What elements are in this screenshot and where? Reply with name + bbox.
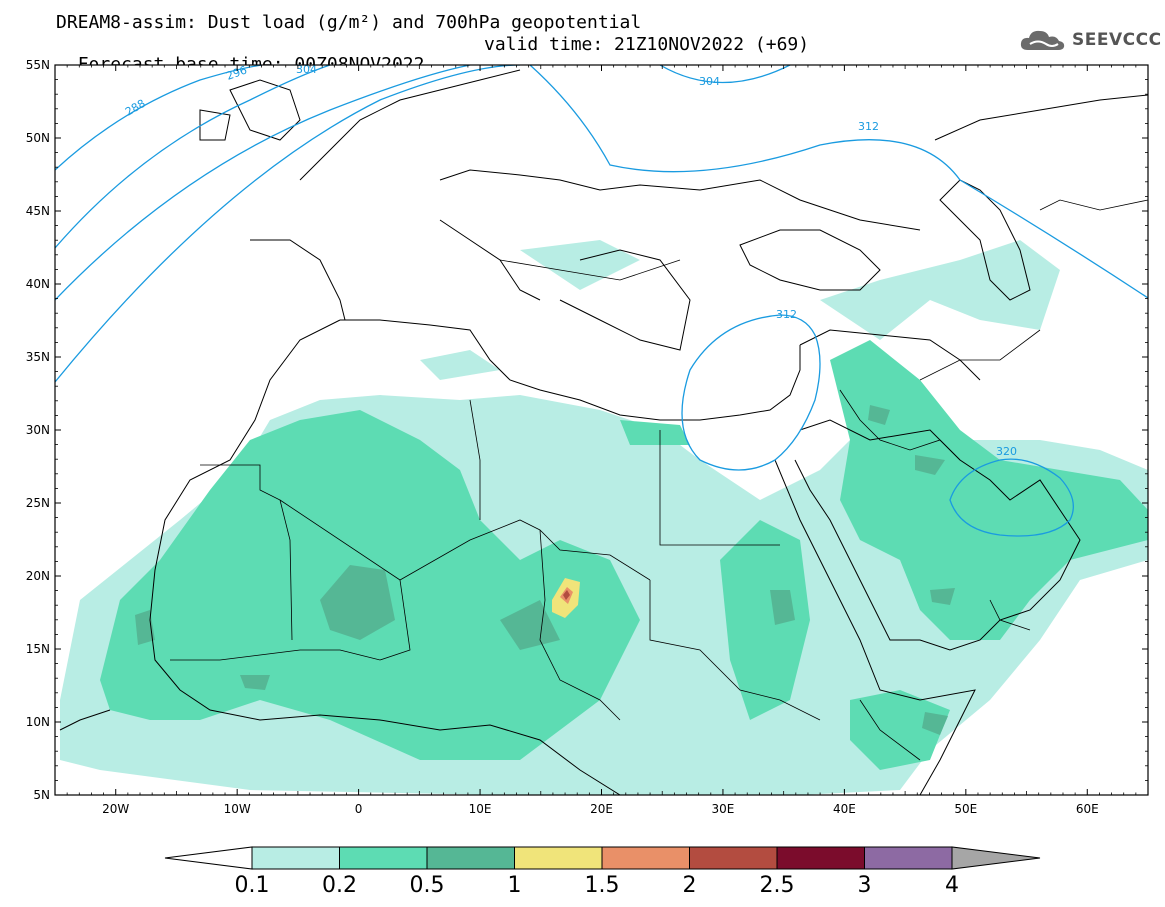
valid-time: valid time: 21Z10NOV2022 (+69) bbox=[484, 34, 810, 55]
colorbar-tick-label: 0.5 bbox=[410, 873, 445, 898]
colorbar-over-arrow bbox=[951, 846, 1041, 870]
colorbar-tick-label: 2.5 bbox=[760, 873, 795, 898]
seevccc-logo: SEEVCCC bbox=[1018, 26, 1162, 54]
colorbar-bin bbox=[514, 846, 603, 870]
colorbar-tick-label: 4 bbox=[945, 873, 959, 898]
colorbar-under-arrow bbox=[164, 846, 253, 870]
lat-label: 50N bbox=[26, 131, 50, 145]
colorbar-labels: 0.1 0.2 0.5 1 1.5 2 2.5 3 4 bbox=[235, 873, 960, 898]
colorbar-bin bbox=[689, 846, 778, 870]
colorbar-tick-label: 1 bbox=[508, 873, 522, 898]
lon-label: 20W bbox=[102, 802, 129, 816]
country-borders bbox=[170, 199, 1148, 761]
dust-max-red bbox=[563, 590, 570, 600]
map-title: DREAM8-assim: Dust load (g/m²) and 700hP… bbox=[56, 12, 642, 33]
lat-label: 20N bbox=[26, 569, 50, 583]
colorbar-bin bbox=[426, 846, 515, 870]
contour-label: 320 bbox=[996, 445, 1017, 458]
lat-label: 30N bbox=[26, 423, 50, 437]
latitude-labels: 55N 50N 45N 40N 35N 30N 25N 20N 15N 10N 5N bbox=[26, 58, 50, 802]
colorbar-bin bbox=[601, 846, 690, 870]
contour-label: 304 bbox=[296, 63, 317, 76]
contour-label: 312 bbox=[858, 120, 879, 133]
lon-label: 10E bbox=[469, 802, 492, 816]
longitude-labels: 20W 10W 0 10E 20E 30E 40E 50E 60E bbox=[102, 802, 1099, 816]
contour-label: 304 bbox=[699, 75, 720, 88]
lon-label: 30E bbox=[712, 802, 735, 816]
colorbar-bin bbox=[776, 846, 865, 870]
colorbar-bin bbox=[864, 846, 953, 870]
lat-label: 35N bbox=[26, 350, 50, 364]
lat-label: 45N bbox=[26, 204, 50, 218]
colorbar bbox=[164, 846, 1041, 870]
colorbar-tick-label: 2 bbox=[683, 873, 697, 898]
lat-label: 40N bbox=[26, 277, 50, 291]
lat-label: 10N bbox=[26, 715, 50, 729]
lat-label: 55N bbox=[26, 58, 50, 72]
colorbar-tick-label: 0.2 bbox=[322, 873, 357, 898]
lon-label: 20E bbox=[590, 802, 613, 816]
lat-label: 5N bbox=[33, 788, 50, 802]
lat-label: 15N bbox=[26, 642, 50, 656]
lon-label: 40E bbox=[833, 802, 856, 816]
logo-text: SEEVCCC bbox=[1072, 30, 1162, 50]
lon-label: 50E bbox=[954, 802, 977, 816]
geopotential-contours bbox=[55, 65, 1148, 537]
contour-labels: 288 296 304 304 312 312 320 bbox=[123, 63, 1017, 458]
colorbar-bin bbox=[339, 846, 428, 870]
dust-shading-high bbox=[135, 405, 955, 735]
colorbar-tick-label: 0.1 bbox=[235, 873, 270, 898]
colorbar-tick-label: 3 bbox=[858, 873, 872, 898]
colorbar-tick-label: 1.5 bbox=[585, 873, 620, 898]
lon-label: 60E bbox=[1076, 802, 1099, 816]
lon-label: 10W bbox=[224, 802, 251, 816]
colorbar-bin bbox=[251, 846, 340, 870]
lat-label: 25N bbox=[26, 496, 50, 510]
contour-label: 312 bbox=[776, 308, 797, 321]
lon-label: 0 bbox=[355, 802, 363, 816]
axis-ticks bbox=[54, 64, 1149, 796]
cloud-icon bbox=[1020, 30, 1065, 50]
